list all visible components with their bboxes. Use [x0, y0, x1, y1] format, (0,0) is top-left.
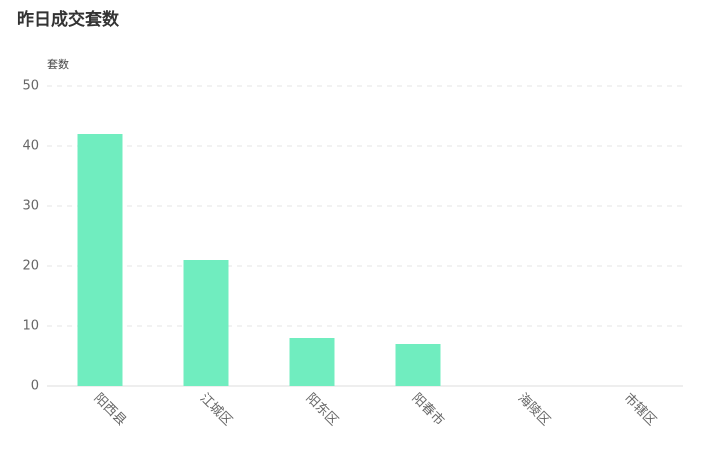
x-tick-label: 阳西县: [91, 391, 129, 429]
y-tick-label: 30: [22, 199, 39, 214]
x-tick-label: 市辖区: [621, 390, 660, 429]
y-tick-label: 50: [22, 79, 39, 94]
x-tick-label: 海陵区: [515, 391, 553, 429]
x-tick-label: 阳东区: [303, 391, 341, 429]
y-tick-label: 0: [31, 379, 39, 394]
y-tick-label: 10: [22, 319, 39, 334]
bar: [289, 338, 335, 386]
y-tick-label: 40: [22, 139, 39, 154]
bar: [183, 260, 229, 386]
x-tick-label: 阳春市: [409, 390, 448, 429]
y-tick-label: 20: [22, 259, 39, 274]
bar: [77, 134, 123, 386]
chart-title: 昨日成交套数: [17, 9, 120, 30]
bar: [395, 344, 441, 386]
y-axis-label: 套数: [47, 58, 69, 71]
x-tick-label: 江城区: [197, 391, 235, 429]
